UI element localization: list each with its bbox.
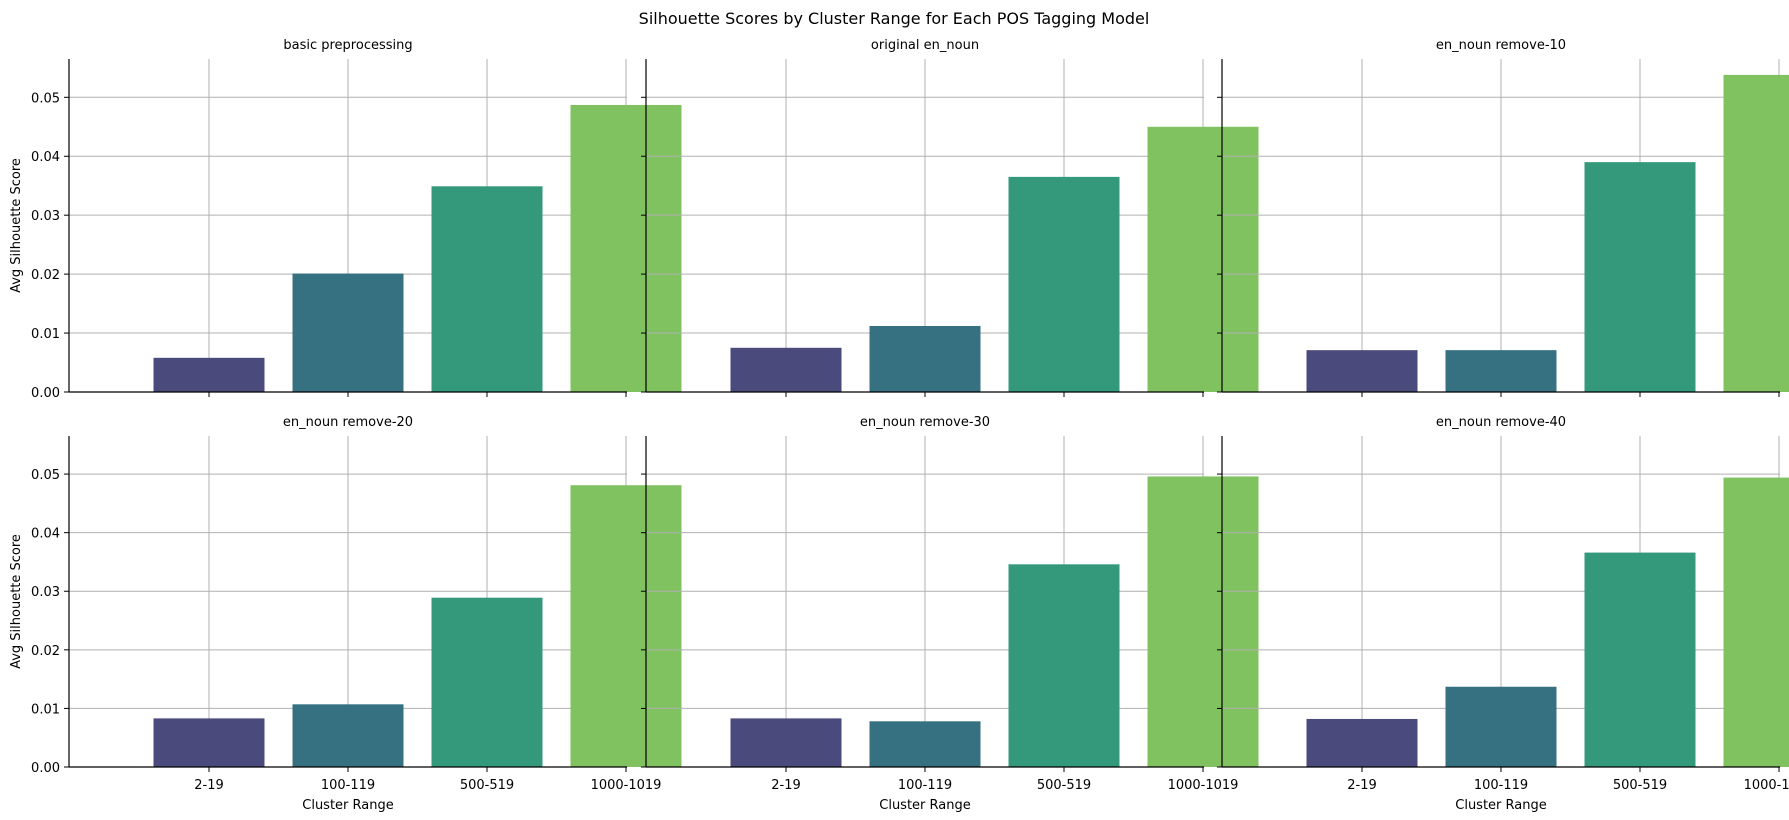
y-axis-label: Avg Silhouette Score [9, 534, 24, 669]
bar [431, 597, 543, 767]
bar [153, 718, 265, 767]
bar [153, 357, 265, 392]
bar [1147, 476, 1259, 767]
x-axis-label: Cluster Range [879, 798, 970, 813]
x-tick-label: 100-119 [898, 778, 952, 793]
chart-title: Silhouette Scores by Cluster Range for E… [639, 9, 1150, 28]
bar [570, 104, 682, 392]
bar [1584, 162, 1696, 392]
bar [869, 325, 981, 392]
panel-title: en_noun remove-40 [1436, 415, 1566, 430]
bar [730, 347, 842, 392]
y-axis-label: Avg Silhouette Score [9, 158, 24, 293]
x-tick-label: 2-19 [194, 778, 224, 793]
bar [292, 273, 404, 392]
y-tick-label: 0.02 [31, 644, 60, 659]
panel: en_noun remove-20 0.00 0.01 0.02 0.03 0.04 0.0… [9, 415, 682, 813]
panel-title: original en_noun [871, 38, 979, 53]
x-tick-label: 100-119 [1474, 778, 1528, 793]
bar [1008, 564, 1120, 767]
panel: basic preprocessing 0.00 0.01 0.02 0.03 0.04 0… [9, 38, 682, 401]
panel-title: en_noun remove-10 [1436, 38, 1566, 53]
x-tick-label: 500-519 [460, 778, 514, 793]
bar [1147, 126, 1259, 393]
panel: en_noun remove-40 2-19 100-119 500-519 1000-… [1217, 415, 1789, 813]
x-axis-label: Cluster Range [1455, 798, 1546, 813]
y-tick-label: 0.05 [31, 468, 60, 483]
bar [1306, 350, 1418, 392]
bar [1306, 718, 1418, 767]
panel-title: en_noun remove-30 [860, 415, 990, 430]
bar [1584, 552, 1696, 767]
panel-title: basic preprocessing [283, 38, 412, 53]
bar [1723, 477, 1789, 767]
panel: en_noun remove-10 [1217, 38, 1789, 397]
bar [1445, 350, 1557, 392]
x-tick-label: 500-519 [1613, 778, 1667, 793]
x-tick-label: 2-19 [1347, 778, 1377, 793]
bar [431, 186, 543, 392]
bar [869, 721, 981, 767]
y-tick-label: 0.00 [31, 761, 60, 776]
bar [292, 704, 404, 767]
panel-title: en_noun remove-20 [283, 415, 413, 430]
y-tick-label: 0.03 [31, 209, 60, 224]
y-tick-label: 0.05 [31, 91, 60, 106]
x-tick-label: 1000-1019 [1744, 778, 1789, 793]
x-tick-label: 500-519 [1037, 778, 1091, 793]
x-tick-label: 1000-1019 [591, 778, 662, 793]
y-tick-label: 0.01 [31, 702, 60, 717]
panel: en_noun remove-30 2-19 100-119 500-519 1000-… [641, 415, 1259, 813]
y-tick-label: 0.03 [31, 585, 60, 600]
x-tick-label: 100-119 [321, 778, 375, 793]
x-tick-label: 1000-1019 [1168, 778, 1239, 793]
y-tick-label: 0.04 [31, 150, 60, 165]
bar [1445, 686, 1557, 767]
x-axis-label: Cluster Range [302, 798, 393, 813]
bar [1723, 74, 1789, 393]
panel: original en_noun [641, 38, 1259, 397]
panels-container: basic preprocessing 0.00 0.01 0.02 0.03 0.04 0… [9, 38, 1789, 813]
y-tick-label: 0.01 [31, 327, 60, 342]
bar [570, 485, 682, 767]
y-tick-label: 0.00 [31, 386, 60, 401]
x-tick-label: 2-19 [771, 778, 801, 793]
bar [1008, 176, 1120, 392]
y-tick-label: 0.04 [31, 527, 60, 542]
bar [730, 718, 842, 767]
y-tick-label: 0.02 [31, 268, 60, 283]
